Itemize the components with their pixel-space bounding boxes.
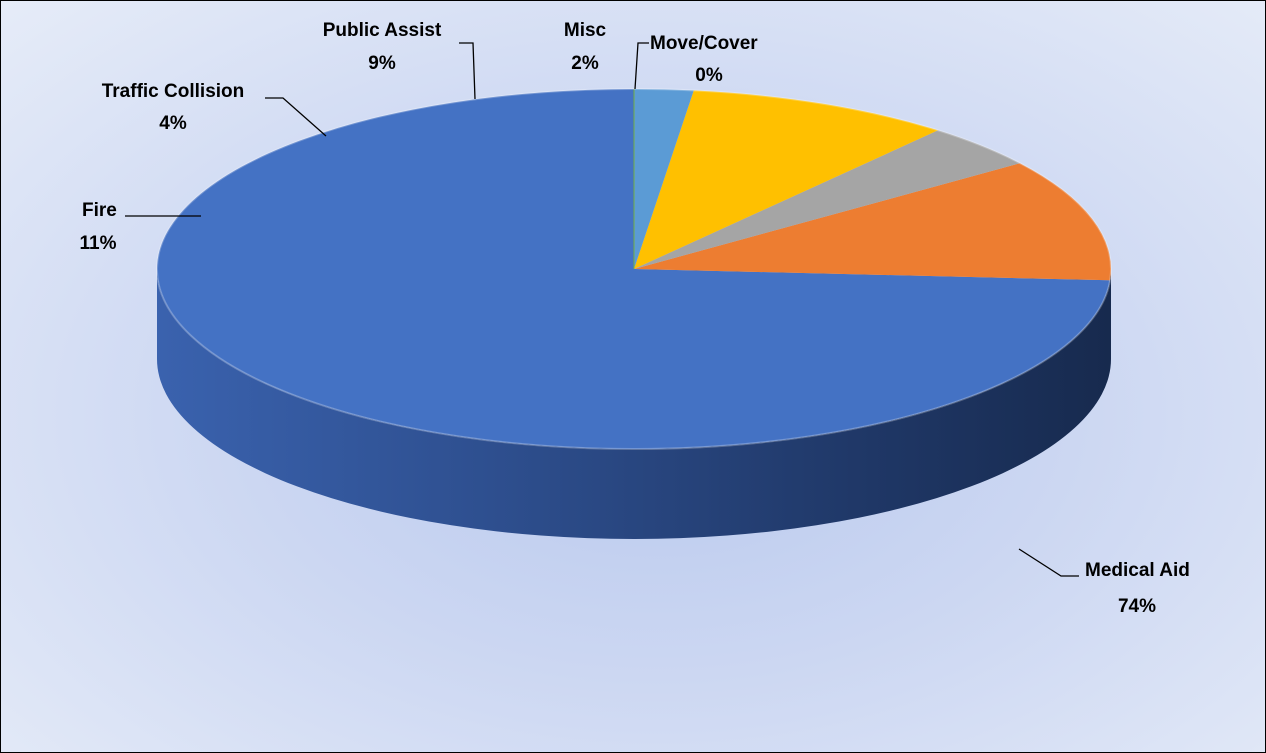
label-public-assist-value: 9% <box>368 53 396 74</box>
pie-rim <box>156 88 1112 450</box>
label-misc-value: 2% <box>571 53 599 74</box>
label-move-cover-name: Move/Cover <box>650 33 758 54</box>
leader-line-public-assist <box>459 42 476 100</box>
label-traffic-collision-name: Traffic Collision <box>102 81 245 102</box>
label-public-assist-name: Public Assist <box>323 20 442 41</box>
pie-slice-public-assist <box>634 90 939 269</box>
pie-slice-misc <box>634 89 694 269</box>
label-medical-aid-value: 74% <box>1118 596 1156 617</box>
pie-side <box>157 269 1111 539</box>
label-fire-value: 11% <box>80 233 117 254</box>
pie-slice-fire <box>634 163 1111 281</box>
label-medical-aid-name: Medical Aid <box>1085 560 1190 581</box>
leader-line-traffic-collision <box>265 97 327 137</box>
leader-line-medical-aid <box>1018 548 1079 577</box>
label-misc-name: Misc <box>564 20 607 41</box>
pie-slice-traffic-collision <box>634 130 1020 269</box>
label-traffic-collision-value: 4% <box>159 113 187 134</box>
pie-side-wall <box>157 269 1111 539</box>
label-move-cover-value: 0% <box>695 65 723 86</box>
label-fire-name: Fire <box>82 200 117 221</box>
leader-line-move-cover <box>634 42 649 90</box>
pie-top <box>156 88 1112 450</box>
